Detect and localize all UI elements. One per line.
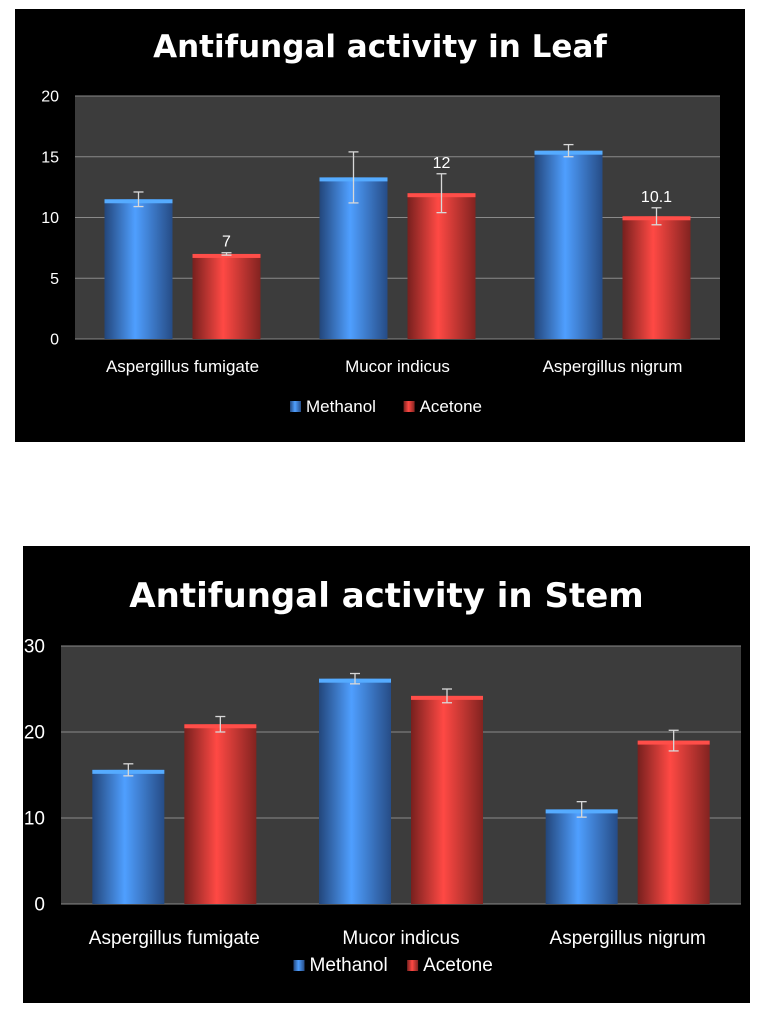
leaf-chart-svg: 0 5 10 15 20 Aspergillus fumigate 7 Mucor indic… xyxy=(41,89,720,416)
data-label: 12 xyxy=(433,155,451,172)
stem-chart-svg: 0 10 20 30 Aspergillus fumigate Mucor indicus… xyxy=(24,637,741,976)
leaf-chart-panel: Antifungal activity in Leaf 0 5 10 15 20 Aspe… xyxy=(15,9,745,442)
bar-methanol xyxy=(104,199,173,339)
y-tick-label: 5 xyxy=(50,271,59,288)
y-tick-label: 20 xyxy=(41,89,59,106)
plot-area xyxy=(61,646,741,904)
x-category-label: Aspergillus nigrum xyxy=(550,928,706,949)
bar-acetone xyxy=(622,216,691,339)
bar-methanol xyxy=(319,177,388,339)
x-category-label: Aspergillus nigrum xyxy=(543,357,683,376)
legend-swatch-acetone xyxy=(407,960,419,971)
bar-methanol xyxy=(534,150,603,339)
legend-swatch-methanol xyxy=(290,401,301,412)
x-category-label: Aspergillus fumigate xyxy=(89,928,260,949)
stem-chart-panel: Antifungal activity in Stem 0 10 20 30 Asper… xyxy=(23,546,750,1003)
bar-acetone xyxy=(637,740,710,904)
bar-methanol xyxy=(92,769,165,904)
legend-label-acetone: Acetone xyxy=(423,955,493,976)
y-tick-label: 30 xyxy=(24,637,45,658)
y-tick-label: 10 xyxy=(24,809,45,830)
y-tick-label: 0 xyxy=(34,895,45,916)
data-label: 10.1 xyxy=(641,189,672,206)
y-tick-label: 15 xyxy=(41,149,59,166)
bar-top-highlight xyxy=(192,253,261,258)
bar-acetone xyxy=(192,253,261,339)
legend-label-methanol: Methanol xyxy=(310,955,388,976)
bar-acetone xyxy=(184,724,257,904)
x-category-label: Mucor indicus xyxy=(342,928,459,949)
data-label: 7 xyxy=(222,234,231,251)
bar-methanol xyxy=(319,678,391,904)
y-tick-label: 20 xyxy=(24,723,45,744)
bar-acetone xyxy=(407,193,476,339)
y-tick-label: 0 xyxy=(50,332,59,349)
legend-swatch-acetone xyxy=(403,401,415,412)
x-category-label: Mucor indicus xyxy=(345,357,450,376)
legend-label-acetone: Acetone xyxy=(420,397,482,416)
leaf-chart-title: Antifungal activity in Leaf xyxy=(153,29,607,65)
bar-methanol xyxy=(545,809,618,904)
bar-acetone xyxy=(411,695,483,904)
stem-chart-title: Antifungal activity in Stem xyxy=(129,576,644,616)
x-category-label: Aspergillus fumigate xyxy=(106,357,259,376)
legend-label-methanol: Methanol xyxy=(306,397,376,416)
legend-swatch-methanol xyxy=(293,960,305,971)
y-tick-label: 10 xyxy=(41,210,59,227)
